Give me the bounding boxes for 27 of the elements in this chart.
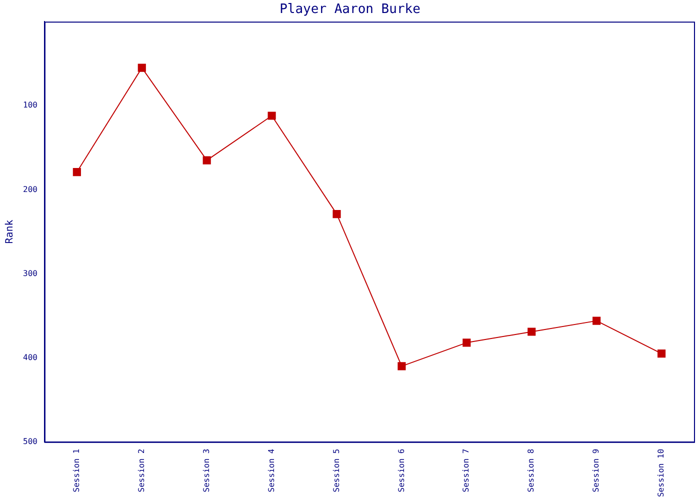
point bbox=[138, 64, 146, 72]
point bbox=[332, 210, 341, 218]
y-tick-label: 400 bbox=[22, 352, 38, 362]
point bbox=[72, 168, 81, 176]
x-tick-label: Session 1 bbox=[72, 448, 82, 492]
point bbox=[398, 362, 406, 370]
point bbox=[528, 328, 536, 336]
x-tick-label: Session 2 bbox=[136, 448, 146, 492]
x-tick-label: Session 9 bbox=[592, 448, 601, 492]
y-axis-title: Rank bbox=[4, 220, 16, 244]
y-tick-label: 500 bbox=[22, 436, 38, 446]
y-tick-label: 100 bbox=[22, 100, 38, 110]
x-tick-label: Session 4 bbox=[266, 448, 276, 492]
point bbox=[592, 316, 601, 325]
x-tick-label: Session 8 bbox=[526, 448, 536, 492]
point bbox=[657, 350, 666, 358]
x-tick-label: Session 7 bbox=[462, 448, 471, 492]
x-tick-label: Session 6 bbox=[396, 448, 406, 492]
y-tick-label: 200 bbox=[22, 184, 38, 194]
chart-title: Player Aaron Burke bbox=[280, 2, 421, 18]
point bbox=[462, 338, 471, 347]
point bbox=[268, 112, 276, 120]
y-tick-label: 300 bbox=[22, 268, 38, 278]
x-tick-label: Session 10 bbox=[656, 448, 666, 498]
x-tick-label: Session 5 bbox=[332, 448, 341, 492]
point bbox=[202, 156, 211, 164]
x-tick-label: Session 3 bbox=[202, 448, 211, 492]
